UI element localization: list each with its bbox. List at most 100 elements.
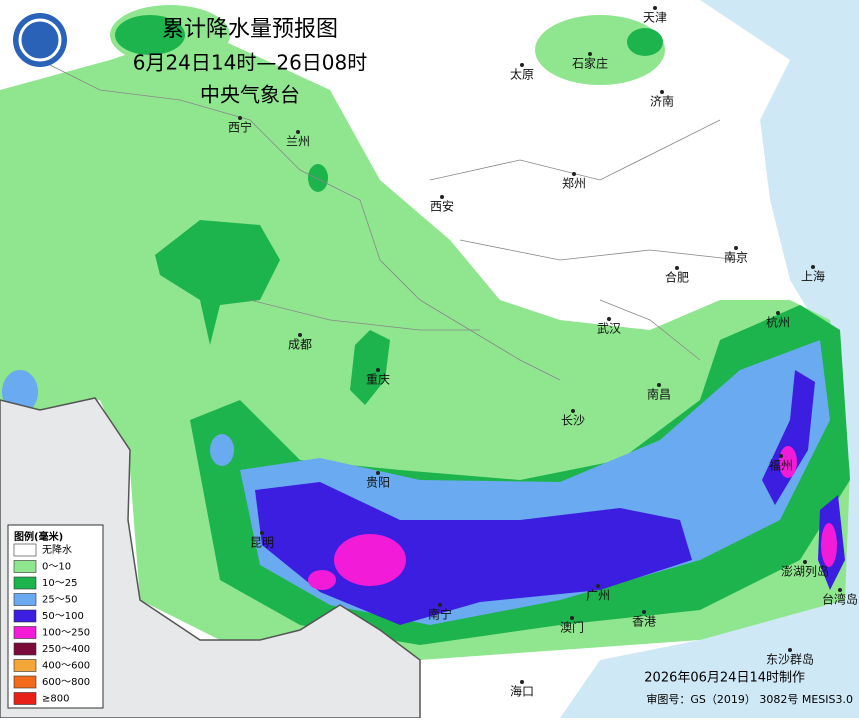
precip-area <box>334 534 406 586</box>
city-label: 天津 <box>643 11 667 25</box>
city-dot <box>588 52 592 56</box>
city-dot <box>376 368 380 372</box>
city-dot <box>660 90 664 94</box>
precip-area <box>155 220 280 345</box>
city-dot <box>734 246 738 250</box>
city-label: 香港 <box>632 615 656 629</box>
city-dot <box>571 409 575 413</box>
legend-swatch <box>13 609 37 623</box>
legend-label: 0～10 <box>42 562 71 573</box>
city-dot <box>596 584 600 588</box>
city-dot <box>572 172 576 176</box>
city-dot <box>296 130 300 134</box>
precip-area <box>821 523 837 567</box>
precip-area <box>627 28 663 56</box>
city-label: 杭州 <box>766 315 790 330</box>
city-label: 兰州 <box>286 135 310 149</box>
city-dot <box>520 63 524 67</box>
city-label: 太原 <box>510 67 534 82</box>
city-label: 南昌 <box>647 387 671 402</box>
legend-title: 图例(毫米) <box>14 530 63 543</box>
legend-swatch <box>13 642 37 656</box>
legend-swatch <box>13 543 37 557</box>
legend-swatch <box>13 675 37 689</box>
logo-ring <box>18 18 62 62</box>
approval-number: 审图号：GS（2019） 3082号 MESIS3.0 <box>646 692 853 706</box>
city-dot <box>570 616 574 620</box>
legend-label: 100～250 <box>42 628 90 639</box>
city-dot <box>675 266 679 270</box>
legend-label: 50～100 <box>42 611 84 622</box>
city-label: 南京 <box>724 250 748 265</box>
city-label: 福州 <box>769 458 793 473</box>
city-dot <box>520 680 524 684</box>
city-dot <box>260 531 264 535</box>
legend-label: 400～600 <box>42 661 90 672</box>
city-dot <box>838 588 842 592</box>
subtitle: 6月24日14时—26日08时 <box>133 51 368 75</box>
legend-label: 250～400 <box>42 644 90 655</box>
legend-label: ≥800 <box>42 694 69 705</box>
city-dot <box>811 265 815 269</box>
agency: 中央气象台 <box>200 83 300 107</box>
legend-label: 无降水 <box>42 543 72 556</box>
province-boundaries <box>39 59 741 381</box>
city-dot <box>438 603 442 607</box>
precip-area <box>308 570 336 590</box>
precip-area <box>350 330 390 405</box>
city-label: 台湾岛 <box>822 592 858 607</box>
legend-swatch <box>13 692 37 705</box>
precipitation-bands <box>0 5 850 660</box>
city-label: 上海 <box>801 269 825 284</box>
city-dot <box>779 454 783 458</box>
city-dot <box>298 333 302 337</box>
precip-area <box>210 434 234 466</box>
city-label: 武汉 <box>597 322 621 336</box>
city-dot <box>376 471 380 475</box>
city-label: 济南 <box>650 94 674 109</box>
city-label: 郑州 <box>562 176 586 191</box>
city-label: 重庆 <box>366 373 390 387</box>
legend-label: 600～800 <box>42 677 90 688</box>
border-region <box>0 397 421 719</box>
city-dot <box>657 383 661 387</box>
city-label: 澳门 <box>560 620 584 635</box>
legend: 无降水 0～10 10～25 25～50 50～100 100～250 250～400 400… <box>13 543 90 705</box>
city-label: 合肥 <box>665 270 689 285</box>
city-dot <box>776 311 780 315</box>
legend-label: 10～25 <box>42 578 77 589</box>
legend-swatch <box>13 560 37 573</box>
made-time: 2026年06月24日14时制作 <box>644 671 805 686</box>
sea <box>560 0 859 718</box>
city-dot <box>653 6 657 10</box>
city-label: 南宁 <box>428 607 452 622</box>
precip-area <box>762 370 815 505</box>
city-label: 西宁 <box>228 120 252 135</box>
city-label: 贵阳 <box>366 476 390 490</box>
city-label: 昆明 <box>250 536 274 550</box>
city-dot <box>238 116 242 120</box>
city-label: 东沙群岛 <box>766 652 814 667</box>
precip-area <box>308 164 328 192</box>
legend-swatch <box>13 593 37 606</box>
city-dot <box>642 610 646 614</box>
precip-area <box>115 15 185 55</box>
city-label: 广州 <box>586 589 610 603</box>
city-label: 成都 <box>288 338 312 352</box>
city-dot <box>788 648 792 652</box>
legend-swatch <box>13 659 37 672</box>
legend-swatch <box>13 576 37 590</box>
city-dot <box>607 317 611 321</box>
city-dot <box>803 560 807 564</box>
precip-area <box>255 482 692 625</box>
city-dot <box>440 195 444 199</box>
city-label: 西安 <box>430 199 454 214</box>
city-label: 长沙 <box>561 414 585 428</box>
legend-label: 25～50 <box>42 595 77 606</box>
city-label: 澎湖列岛 <box>781 564 829 579</box>
title: 累计降水量预报图 <box>162 17 338 42</box>
precip-area <box>779 446 797 478</box>
city-label: 海口 <box>510 684 534 699</box>
